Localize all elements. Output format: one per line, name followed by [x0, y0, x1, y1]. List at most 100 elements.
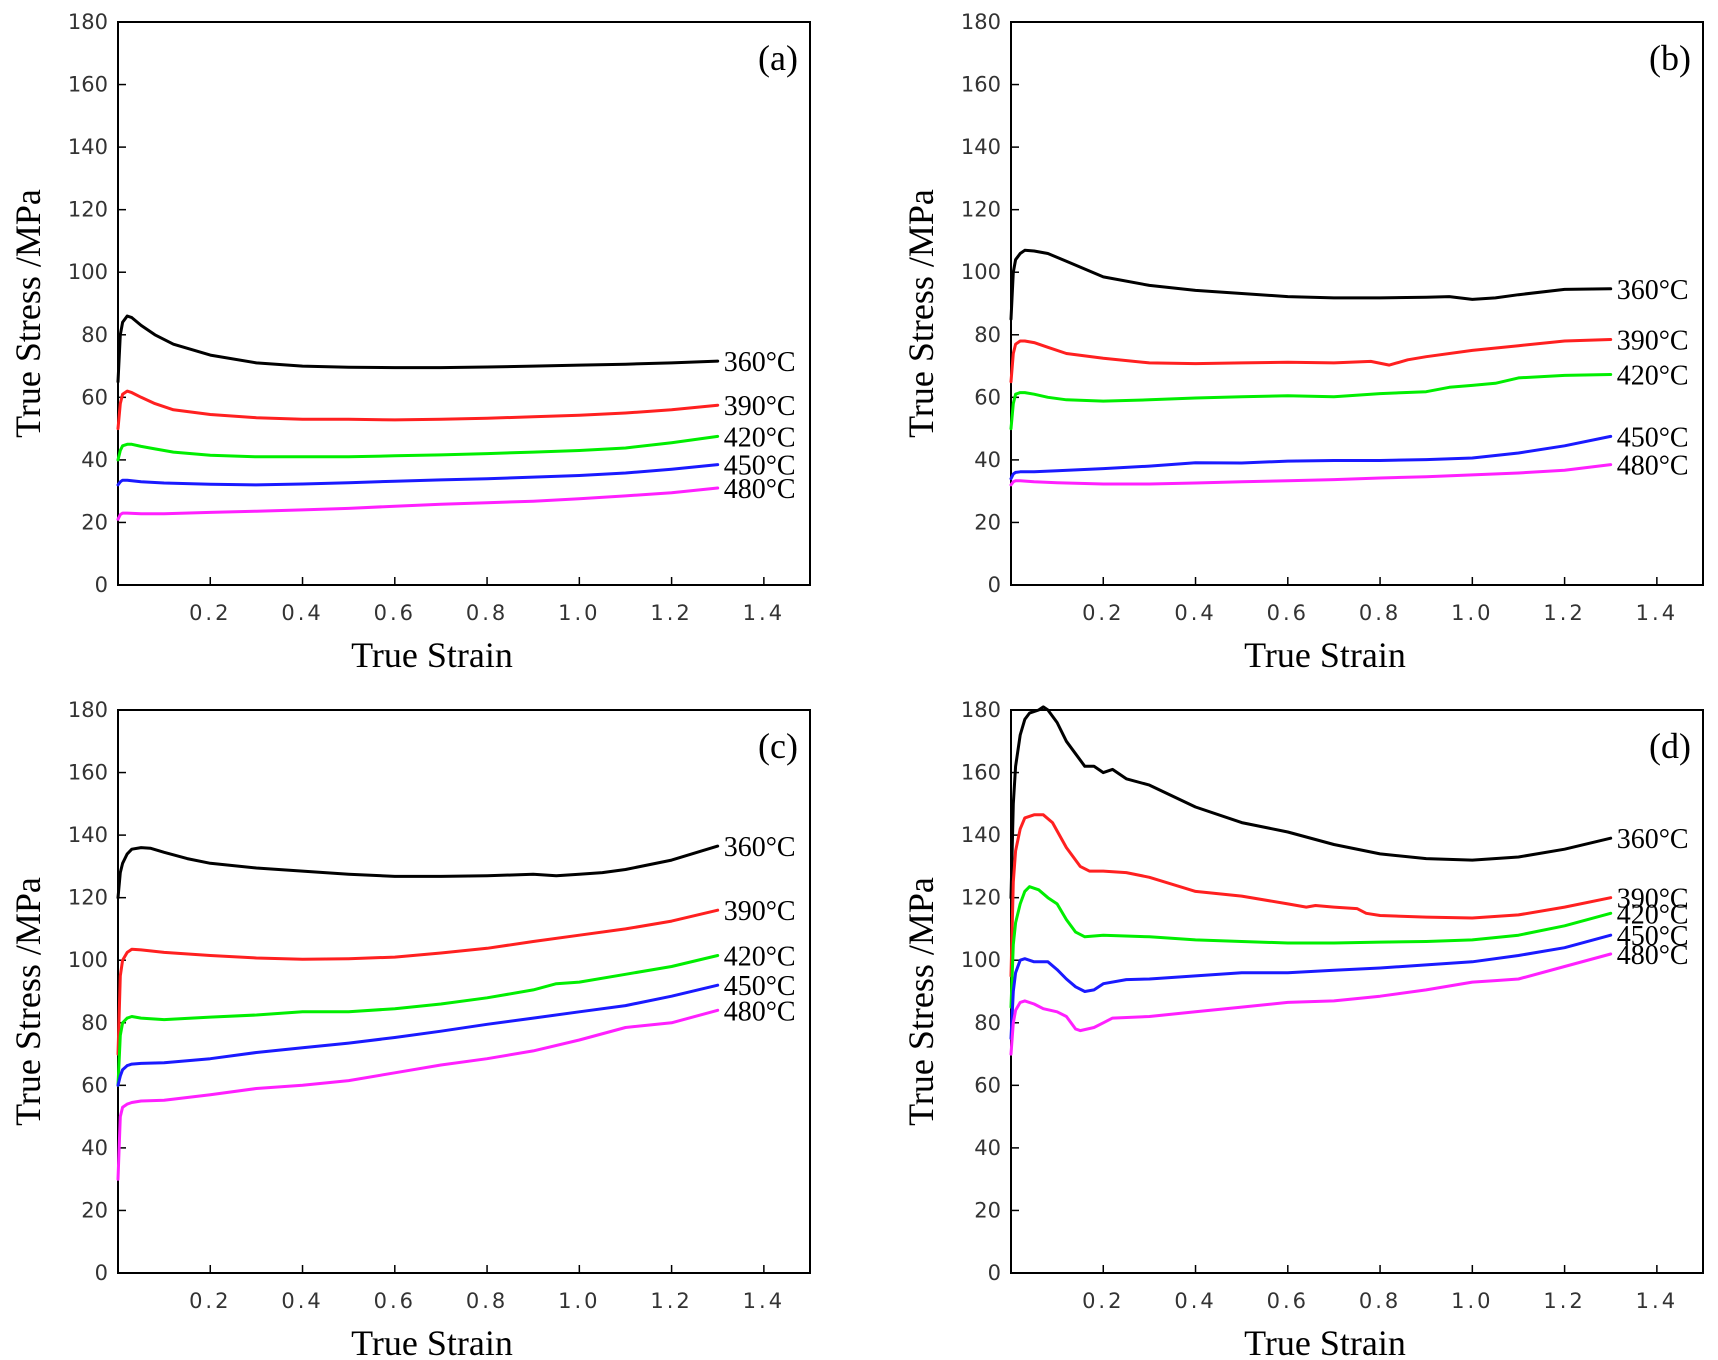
y-tick-label: 80: [974, 323, 1001, 347]
y-axis-title: True Stress /MPa: [901, 877, 941, 1126]
x-axis-title: True Strain: [351, 1323, 513, 1360]
y-tick-label: 60: [974, 1073, 1001, 1097]
y-tick-label: 80: [81, 1011, 108, 1035]
x-tick-label: 0.6: [374, 601, 416, 625]
series-line-390c: [116, 389, 720, 431]
series-end-label: 480°C: [1617, 940, 1689, 971]
x-tick-label: 0.8: [1359, 1289, 1401, 1313]
series-end-label: 420°C: [724, 942, 796, 973]
series-end-label: 450°C: [724, 451, 796, 482]
x-tick-label: 0.4: [1174, 1289, 1216, 1313]
plot-frame: [117, 709, 811, 1274]
series-line-450c: [116, 983, 720, 1087]
y-tick-label: 40: [81, 1136, 108, 1160]
panel-label: (a): [758, 38, 798, 78]
y-tick-label: 180: [961, 698, 1001, 722]
panel-label: (b): [1649, 38, 1691, 78]
y-tick-label: 80: [81, 323, 108, 347]
y-tick-label: 0: [988, 1261, 1001, 1285]
series-end-label: 480°C: [1617, 451, 1689, 482]
x-tick-label: 1.4: [743, 1289, 785, 1313]
y-axis-title: True Stress /MPa: [901, 189, 941, 438]
x-tick-label: 1.4: [743, 601, 785, 625]
y-tick-label: 140: [961, 135, 1001, 159]
y-tick-label: 100: [68, 260, 108, 284]
chart-panel: 0 20 40 60 80 100 120 140 160 180 0.2 0.4 0.6 0.8 1.0 1…: [8, 10, 811, 675]
series-end-label: 420°C: [724, 422, 796, 453]
y-tick-label: 40: [974, 448, 1001, 472]
panel-label: (d): [1649, 726, 1691, 766]
y-tick-label: 40: [974, 1136, 1001, 1160]
x-tick-label: 0.2: [1082, 601, 1124, 625]
series-end-label: 360°C: [724, 832, 796, 863]
y-tick-label: 140: [68, 135, 108, 159]
y-tick-label: 0: [95, 573, 108, 597]
y-tick-label: 160: [68, 761, 108, 785]
series-line-360c: [1009, 248, 1613, 321]
chart-panel: 0 20 40 60 80 100 120 140 160 180 0.2 0.4 0.6 0.8 1.0 1…: [901, 698, 1704, 1360]
y-tick-label: 120: [961, 198, 1001, 222]
plot-frame: [1010, 21, 1704, 586]
series-line-420c: [1009, 373, 1613, 431]
x-tick-label: 0.8: [466, 1289, 508, 1313]
x-axis-title: True Strain: [351, 635, 513, 675]
y-tick-label: 0: [988, 573, 1001, 597]
series-line-420c: [1009, 885, 1613, 1009]
y-tick-label: 180: [68, 698, 108, 722]
x-tick-label: 1.0: [558, 1289, 600, 1313]
series-line-360c: [1009, 705, 1613, 900]
y-tick-label: 60: [81, 1073, 108, 1097]
y-tick-label: 140: [68, 823, 108, 847]
series-line-390c: [116, 908, 720, 1056]
series-end-label: 420°C: [1617, 361, 1689, 392]
series-line-390c: [1009, 338, 1613, 384]
series-end-label: 360°C: [724, 347, 796, 378]
chart-panel: 0 20 40 60 80 100 120 140 160 180 0.2 0.4 0.6 0.8 1.0 1…: [901, 10, 1704, 675]
series-end-label: 360°C: [1617, 275, 1689, 306]
x-tick-label: 0.2: [189, 601, 231, 625]
series-line-390c: [1009, 813, 1613, 978]
series-line-420c: [116, 954, 720, 1087]
series-line-480c: [1009, 463, 1613, 487]
y-tick-label: 160: [961, 73, 1001, 97]
x-tick-label: 0.8: [466, 601, 508, 625]
y-tick-label: 20: [81, 1198, 108, 1222]
x-tick-label: 1.0: [558, 601, 600, 625]
y-tick-label: 180: [961, 10, 1001, 34]
x-tick-label: 1.2: [650, 601, 692, 625]
y-tick-label: 0: [95, 1261, 108, 1285]
series-line-360c: [116, 844, 720, 900]
y-tick-label: 120: [961, 886, 1001, 910]
x-tick-label: 1.2: [1543, 601, 1585, 625]
series-end-label: 360°C: [1617, 824, 1689, 855]
series-end-label: 390°C: [1617, 325, 1689, 356]
x-tick-label: 0.8: [1359, 601, 1401, 625]
y-tick-label: 120: [68, 886, 108, 910]
y-tick-label: 60: [974, 385, 1001, 409]
series-line-450c: [1009, 933, 1613, 1040]
series-line-480c: [116, 486, 720, 521]
x-tick-label: 1.4: [1636, 601, 1678, 625]
y-tick-label: 80: [974, 1011, 1001, 1035]
x-tick-label: 0.4: [281, 1289, 323, 1313]
panel-label: (c): [758, 726, 798, 766]
y-axis-title: True Stress /MPa: [8, 189, 48, 438]
y-tick-label: 160: [68, 73, 108, 97]
plot-frame: [1010, 709, 1704, 1274]
y-tick-label: 160: [961, 761, 1001, 785]
x-tick-label: 0.4: [1174, 601, 1216, 625]
x-tick-label: 0.6: [1267, 601, 1309, 625]
series-end-label: 390°C: [724, 391, 796, 422]
chart-panel: 0 20 40 60 80 100 120 140 160 180 0.2 0.4 0.6 0.8 1.0 1…: [8, 698, 811, 1360]
y-tick-label: 60: [81, 385, 108, 409]
series-line-360c: [116, 314, 720, 384]
y-tick-label: 20: [81, 510, 108, 534]
y-tick-label: 100: [961, 948, 1001, 972]
series-end-label: 450°C: [724, 971, 796, 1002]
x-tick-label: 1.2: [650, 1289, 692, 1313]
plot-frame: [117, 21, 811, 586]
y-tick-label: 20: [974, 1198, 1001, 1222]
series-end-label: 420°C: [1617, 899, 1689, 930]
series-end-label: 390°C: [1617, 884, 1689, 915]
series-line-450c: [116, 463, 720, 487]
